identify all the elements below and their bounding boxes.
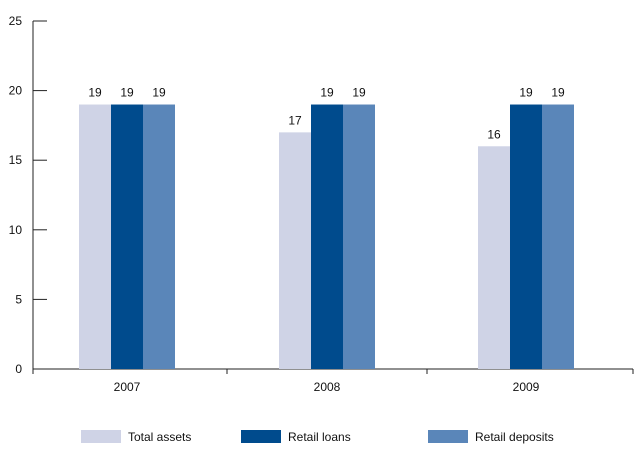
data-label: 16 — [487, 127, 501, 141]
y-tick-label: 10 — [9, 223, 23, 237]
legend-label: Total assets — [128, 430, 191, 444]
bar — [542, 104, 574, 370]
bar — [79, 104, 111, 370]
data-label: 19 — [551, 86, 565, 100]
y-tick-label: 0 — [15, 362, 22, 376]
y-tick-label: 20 — [9, 84, 23, 98]
data-label: 19 — [88, 86, 102, 100]
bar — [343, 104, 375, 370]
x-tick-label: 2008 — [314, 380, 341, 394]
x-tick-label: 2009 — [513, 380, 540, 394]
data-labels: 19 19 19 17 19 19 16 19 19 — [88, 86, 565, 142]
legend-swatch — [241, 430, 281, 443]
bars — [79, 104, 574, 370]
legend: Total assets Retail loans Retail deposits — [81, 430, 554, 444]
y-tick-label: 15 — [9, 153, 23, 167]
bar — [478, 146, 510, 369]
bar — [279, 132, 311, 369]
data-label: 19 — [320, 86, 334, 100]
legend-label: Retail deposits — [475, 430, 554, 444]
y-tick-label: 25 — [9, 14, 23, 28]
data-label: 19 — [152, 86, 166, 100]
legend-swatch — [81, 430, 121, 443]
data-label: 19 — [352, 86, 366, 100]
legend-label: Retail loans — [288, 430, 351, 444]
bar — [143, 104, 175, 370]
bar — [311, 104, 343, 370]
legend-swatch — [428, 430, 468, 443]
bar — [111, 104, 143, 370]
data-label: 19 — [519, 86, 533, 100]
data-label: 17 — [288, 113, 302, 127]
y-tick-label: 5 — [15, 292, 22, 306]
bar — [510, 104, 542, 370]
data-label: 19 — [120, 86, 134, 100]
x-tick-label: 2007 — [114, 380, 141, 394]
